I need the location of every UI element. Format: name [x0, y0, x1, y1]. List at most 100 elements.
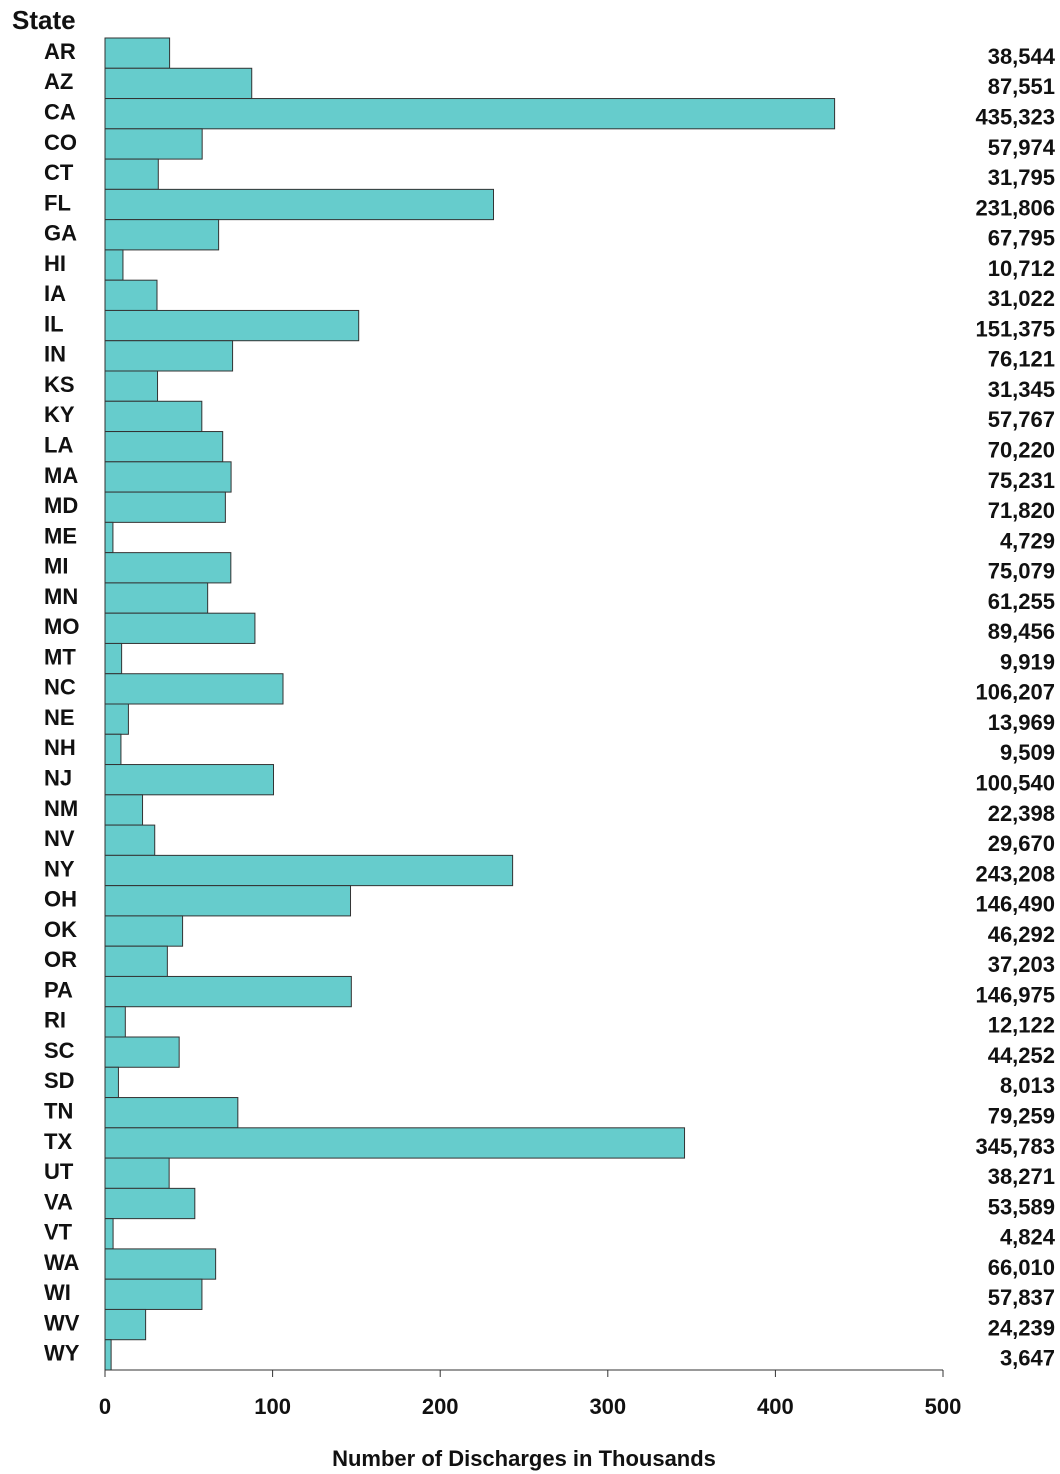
- bar: [104, 431, 224, 463]
- x-tick-label: 300: [589, 1394, 626, 1419]
- bar: [104, 975, 352, 1008]
- bar: [104, 188, 495, 221]
- bar: [104, 1218, 114, 1250]
- y-tick-label: ME: [44, 523, 77, 548]
- y-tick-label: TX: [44, 1129, 72, 1154]
- bar: [104, 642, 123, 675]
- y-tick-label: WI: [44, 1280, 71, 1305]
- y-tick-label: AZ: [44, 69, 73, 94]
- bar: [104, 491, 226, 523]
- y-tick-label: NJ: [44, 765, 72, 790]
- value-label: 46,292: [988, 922, 1055, 947]
- x-tick-label: 500: [925, 1394, 962, 1419]
- bar: [104, 854, 514, 887]
- bar: [104, 945, 168, 977]
- bar: [104, 1066, 119, 1099]
- y-tick-label: NM: [44, 796, 78, 821]
- x-axis-title: Number of Discharges in Thousands: [332, 1446, 716, 1471]
- y-tick-label: MI: [44, 554, 68, 579]
- bar: [104, 703, 129, 735]
- y-tick-label: OR: [44, 947, 77, 972]
- y-tick-label: WY: [44, 1341, 80, 1366]
- bar: [104, 279, 158, 311]
- value-label: 435,323: [975, 104, 1055, 129]
- bar: [104, 1187, 196, 1220]
- value-label: 31,795: [988, 165, 1055, 190]
- y-tick-label: OK: [44, 917, 77, 942]
- y-tick-label: PA: [44, 977, 73, 1002]
- value-label: 3,647: [1000, 1346, 1055, 1371]
- y-tick-label: HI: [44, 251, 66, 276]
- y-tick-label: OH: [44, 887, 77, 912]
- value-label: 29,670: [988, 831, 1055, 856]
- y-tick-label: CO: [44, 130, 77, 155]
- value-label: 75,231: [988, 468, 1055, 493]
- x-tick-label: 200: [422, 1394, 459, 1419]
- y-tick-label: UT: [44, 1159, 74, 1184]
- bar: [104, 1339, 112, 1371]
- bar: [104, 1127, 686, 1159]
- y-axis-title: State: [12, 5, 76, 35]
- bar: [104, 764, 275, 796]
- bar: [104, 98, 836, 130]
- value-label: 37,203: [988, 952, 1055, 977]
- value-label: 57,767: [988, 407, 1055, 432]
- value-label: 76,121: [988, 347, 1055, 372]
- x-tick-label: 0: [99, 1394, 111, 1419]
- value-label: 53,589: [988, 1194, 1055, 1219]
- y-tick-label: RI: [44, 1008, 66, 1033]
- y-tick-label: NC: [44, 675, 76, 700]
- bar: [104, 158, 159, 190]
- bar: [104, 309, 360, 342]
- value-label: 79,259: [988, 1103, 1055, 1128]
- y-tick-label: SC: [44, 1038, 75, 1063]
- x-tick-label: 100: [254, 1394, 291, 1419]
- y-tick-label: WV: [44, 1310, 80, 1335]
- x-tick-label: 400: [757, 1394, 794, 1419]
- y-tick-label: MA: [44, 463, 78, 488]
- value-label: 70,220: [988, 437, 1055, 462]
- value-label: 89,456: [988, 619, 1055, 644]
- y-tick-label: WA: [44, 1250, 80, 1275]
- value-label: 38,544: [988, 44, 1056, 69]
- value-label: 4,824: [1000, 1225, 1056, 1250]
- bar: [104, 400, 203, 433]
- value-label: 38,271: [988, 1164, 1055, 1189]
- value-label: 13,969: [988, 710, 1055, 735]
- bar: [104, 219, 220, 251]
- bar: [104, 521, 114, 554]
- bar: [104, 1097, 239, 1129]
- y-tick-label: NH: [44, 735, 76, 760]
- value-label: 106,207: [975, 680, 1055, 705]
- y-tick-label: NY: [44, 856, 75, 881]
- bar: [104, 915, 184, 947]
- bar: [104, 1248, 217, 1280]
- y-tick-label: MN: [44, 584, 78, 609]
- bar: [104, 612, 256, 644]
- value-label: 146,975: [975, 982, 1055, 1007]
- value-label: 345,783: [975, 1134, 1055, 1159]
- value-label: 75,079: [988, 559, 1055, 584]
- value-label: 146,490: [975, 892, 1055, 917]
- bar: [104, 37, 171, 69]
- bar: [104, 340, 234, 372]
- bar: [104, 249, 124, 281]
- bar: [104, 673, 284, 705]
- y-tick-label: VA: [44, 1189, 73, 1214]
- value-label: 31,022: [988, 286, 1055, 311]
- y-tick-label: MT: [44, 644, 76, 669]
- bar: [104, 824, 156, 856]
- y-tick-label: KS: [44, 372, 75, 397]
- y-tick-label: CA: [44, 99, 76, 124]
- y-tick-label: IL: [44, 311, 64, 336]
- value-label: 87,551: [988, 74, 1055, 99]
- y-tick-label: VT: [44, 1220, 73, 1245]
- bar: [104, 794, 144, 826]
- value-label: 12,122: [988, 1013, 1055, 1038]
- y-tick-label: LA: [44, 432, 73, 457]
- bar: [104, 1036, 180, 1068]
- value-label: 231,806: [975, 195, 1055, 220]
- y-tick-label: KY: [44, 402, 75, 427]
- y-tick-label: NE: [44, 705, 75, 730]
